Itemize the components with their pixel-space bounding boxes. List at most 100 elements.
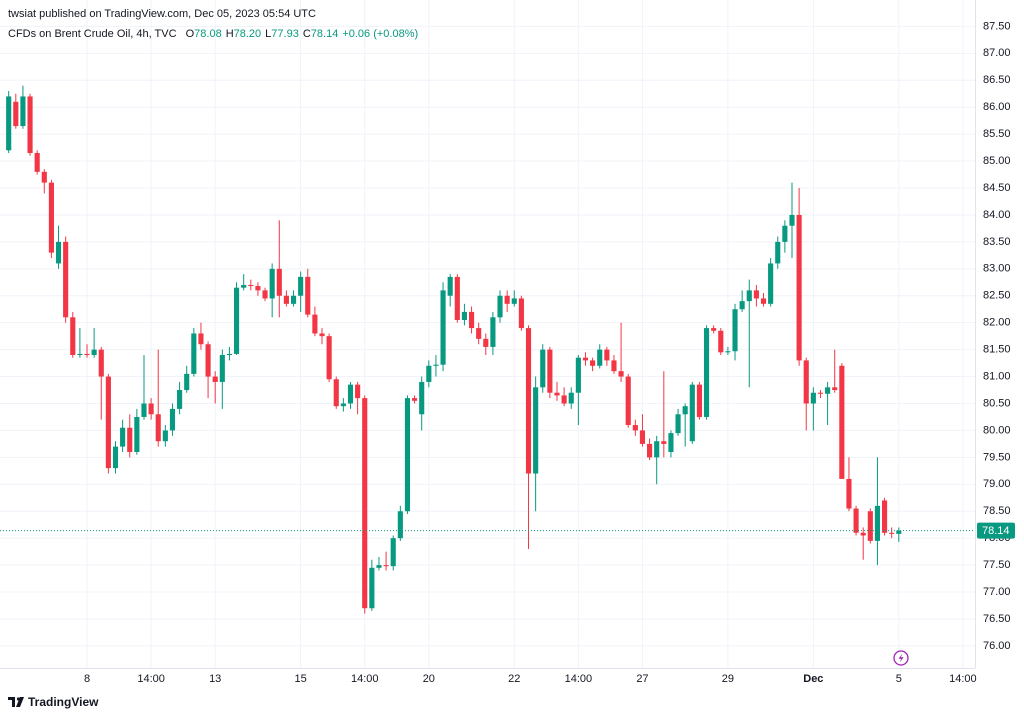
y-tick-label: 81.50 <box>983 344 1011 356</box>
candle-body <box>533 387 539 474</box>
brand-name: TradingView <box>28 695 99 709</box>
candle-body <box>312 314 318 334</box>
legend-value: 78.08 <box>194 28 222 40</box>
candle-body <box>568 392 574 404</box>
last-price-label: 78.14 <box>982 525 1010 537</box>
candle-body <box>511 298 517 304</box>
candle-body <box>668 433 674 452</box>
candle-body <box>689 384 695 442</box>
candle-body <box>226 353 233 356</box>
y-tick-label: 81.00 <box>983 370 1011 382</box>
candle-body <box>654 441 660 458</box>
x-tick-label: 22 <box>508 673 520 685</box>
y-tick-label: 82.00 <box>983 317 1011 329</box>
candle-body <box>205 344 211 377</box>
candle-body <box>326 336 332 380</box>
candle-body <box>120 427 126 447</box>
candle-body <box>518 298 524 329</box>
y-tick-label: 80.50 <box>983 397 1011 409</box>
candle-body <box>248 284 254 287</box>
candle-body <box>889 532 895 534</box>
candle-body <box>782 225 788 242</box>
symbol-name: CFDs on Brent Crude Oil, 4h, TVC <box>8 28 177 40</box>
x-tick-label: 14:00 <box>351 673 379 685</box>
candle-body <box>241 284 247 288</box>
x-tick-label: 14:00 <box>949 673 977 685</box>
candle-body <box>41 171 47 183</box>
candle-body <box>6 96 12 151</box>
brand-logo <box>8 697 24 707</box>
candle-body <box>369 567 375 609</box>
candle-body <box>597 349 603 366</box>
x-tick-label: 14:00 <box>565 673 593 685</box>
y-tick-label: 83.00 <box>983 263 1011 275</box>
y-tick-label: 78.50 <box>983 505 1011 517</box>
legend-value: 78.20 <box>233 28 262 40</box>
candle-body <box>162 430 168 442</box>
candle-body <box>419 381 425 415</box>
y-tick-label: 85.00 <box>983 155 1011 167</box>
candle-body <box>796 214 802 361</box>
candle-body <box>184 373 190 391</box>
y-tick-label: 79.00 <box>983 478 1011 490</box>
candle-body <box>611 360 617 372</box>
candle-body <box>647 443 653 458</box>
y-tick-label: 87.00 <box>983 47 1011 59</box>
candle-body <box>362 398 368 609</box>
x-tick-label: 13 <box>209 673 221 685</box>
candle-body <box>639 430 646 444</box>
candle-body <box>426 365 432 382</box>
candle-body <box>255 286 261 291</box>
legend-key: C <box>302 28 311 40</box>
candle-body <box>376 565 382 568</box>
candle-body <box>112 446 119 469</box>
symbol-legend: CFDs on Brent Crude Oil, 4h, TVC O78.08 H… <box>8 28 418 40</box>
candle-body <box>433 364 439 366</box>
candle-body <box>155 414 161 442</box>
x-tick-label: 29 <box>722 673 734 685</box>
candle-body <box>212 376 218 382</box>
candle-body <box>604 349 610 361</box>
candle-body <box>105 376 111 469</box>
candle-body <box>233 287 240 354</box>
legend-key: O <box>185 28 195 40</box>
candle-body <box>739 301 745 310</box>
x-tick-label: 5 <box>896 673 902 685</box>
legend-value: 77.93 <box>271 28 299 40</box>
legend-change: +0.06 (+0.08%) <box>342 28 419 40</box>
candle-body <box>632 425 638 431</box>
candle-body <box>77 353 83 356</box>
candle-body <box>355 384 361 399</box>
candle-body <box>84 353 90 356</box>
candle-body <box>262 290 268 299</box>
candle-body <box>661 441 667 444</box>
candle-body <box>483 338 489 347</box>
candle-body <box>148 403 154 415</box>
candle-body <box>547 349 553 393</box>
y-tick-label: 83.50 <box>983 236 1011 248</box>
legend-key: L <box>265 28 272 40</box>
candle-body <box>874 505 881 541</box>
candle-body <box>276 268 282 296</box>
candle-body <box>525 328 532 474</box>
candle-body <box>191 333 197 374</box>
candle-body <box>839 365 845 479</box>
candle-body <box>340 403 346 407</box>
y-tick-label: 84.00 <box>983 209 1011 221</box>
candle-body <box>20 96 26 127</box>
candle-body <box>711 328 717 331</box>
x-tick-label: 27 <box>636 673 648 685</box>
candle-body <box>853 508 859 533</box>
alert-icon[interactable] <box>893 650 909 666</box>
last-price-box <box>977 522 1015 539</box>
candle-body <box>290 295 297 304</box>
candle-body <box>590 360 596 366</box>
candle-body <box>561 395 567 404</box>
candle-body <box>333 379 339 407</box>
candle-body <box>127 427 133 452</box>
candle-body <box>760 298 767 304</box>
y-tick-label: 79.50 <box>983 451 1011 463</box>
y-tick-label: 77.00 <box>983 586 1011 598</box>
candle-body <box>298 276 304 296</box>
candle-body <box>319 333 325 337</box>
